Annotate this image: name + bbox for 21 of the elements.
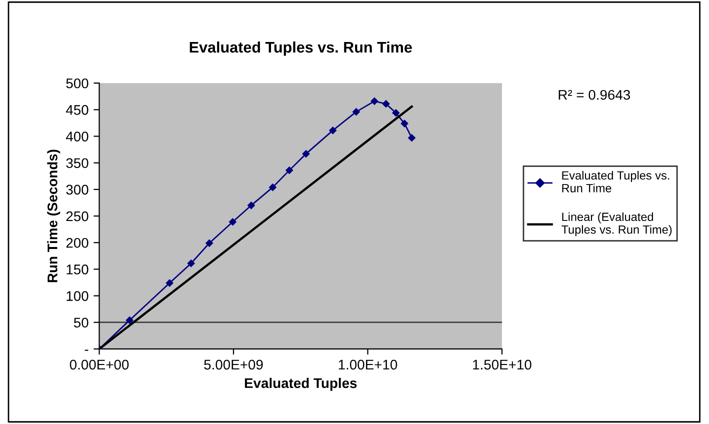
x-tick-label: 1.50E+10 [473,360,532,370]
chart-title: Evaluated Tuples vs. Run Time [190,41,412,56]
y-tick-label: 150 [66,264,88,274]
x-tick-label: 5.00E+09 [204,360,263,370]
y-tick-label: 450 [66,105,88,115]
y-tick-label: 50 [74,318,88,328]
x-axis-title: Evaluated Tuples [244,378,357,391]
legend-label: Evaluated Tuples vs. Run Time [562,170,670,192]
y-tick-label: 300 [66,184,88,195]
y-tick-label: 400 [66,132,88,142]
x-tick-label: 1.00E+10 [338,360,398,370]
y-tick-label: 250 [66,211,88,222]
y-axis-title: Run Time (Seconds) [47,150,60,282]
text: R² = 0.9643 [558,90,630,100]
y-tick-label: 350 [66,158,88,168]
x-tick-label: 0.00E+00 [70,360,129,370]
y-tick-label: 500 [66,78,88,88]
legend-label: Linear (Evaluated Tuples vs. Run Time) [562,212,672,236]
y-tick-label: - [84,350,88,351]
y-tick-label: 200 [66,238,88,248]
y-tick-label: 100 [66,291,88,301]
